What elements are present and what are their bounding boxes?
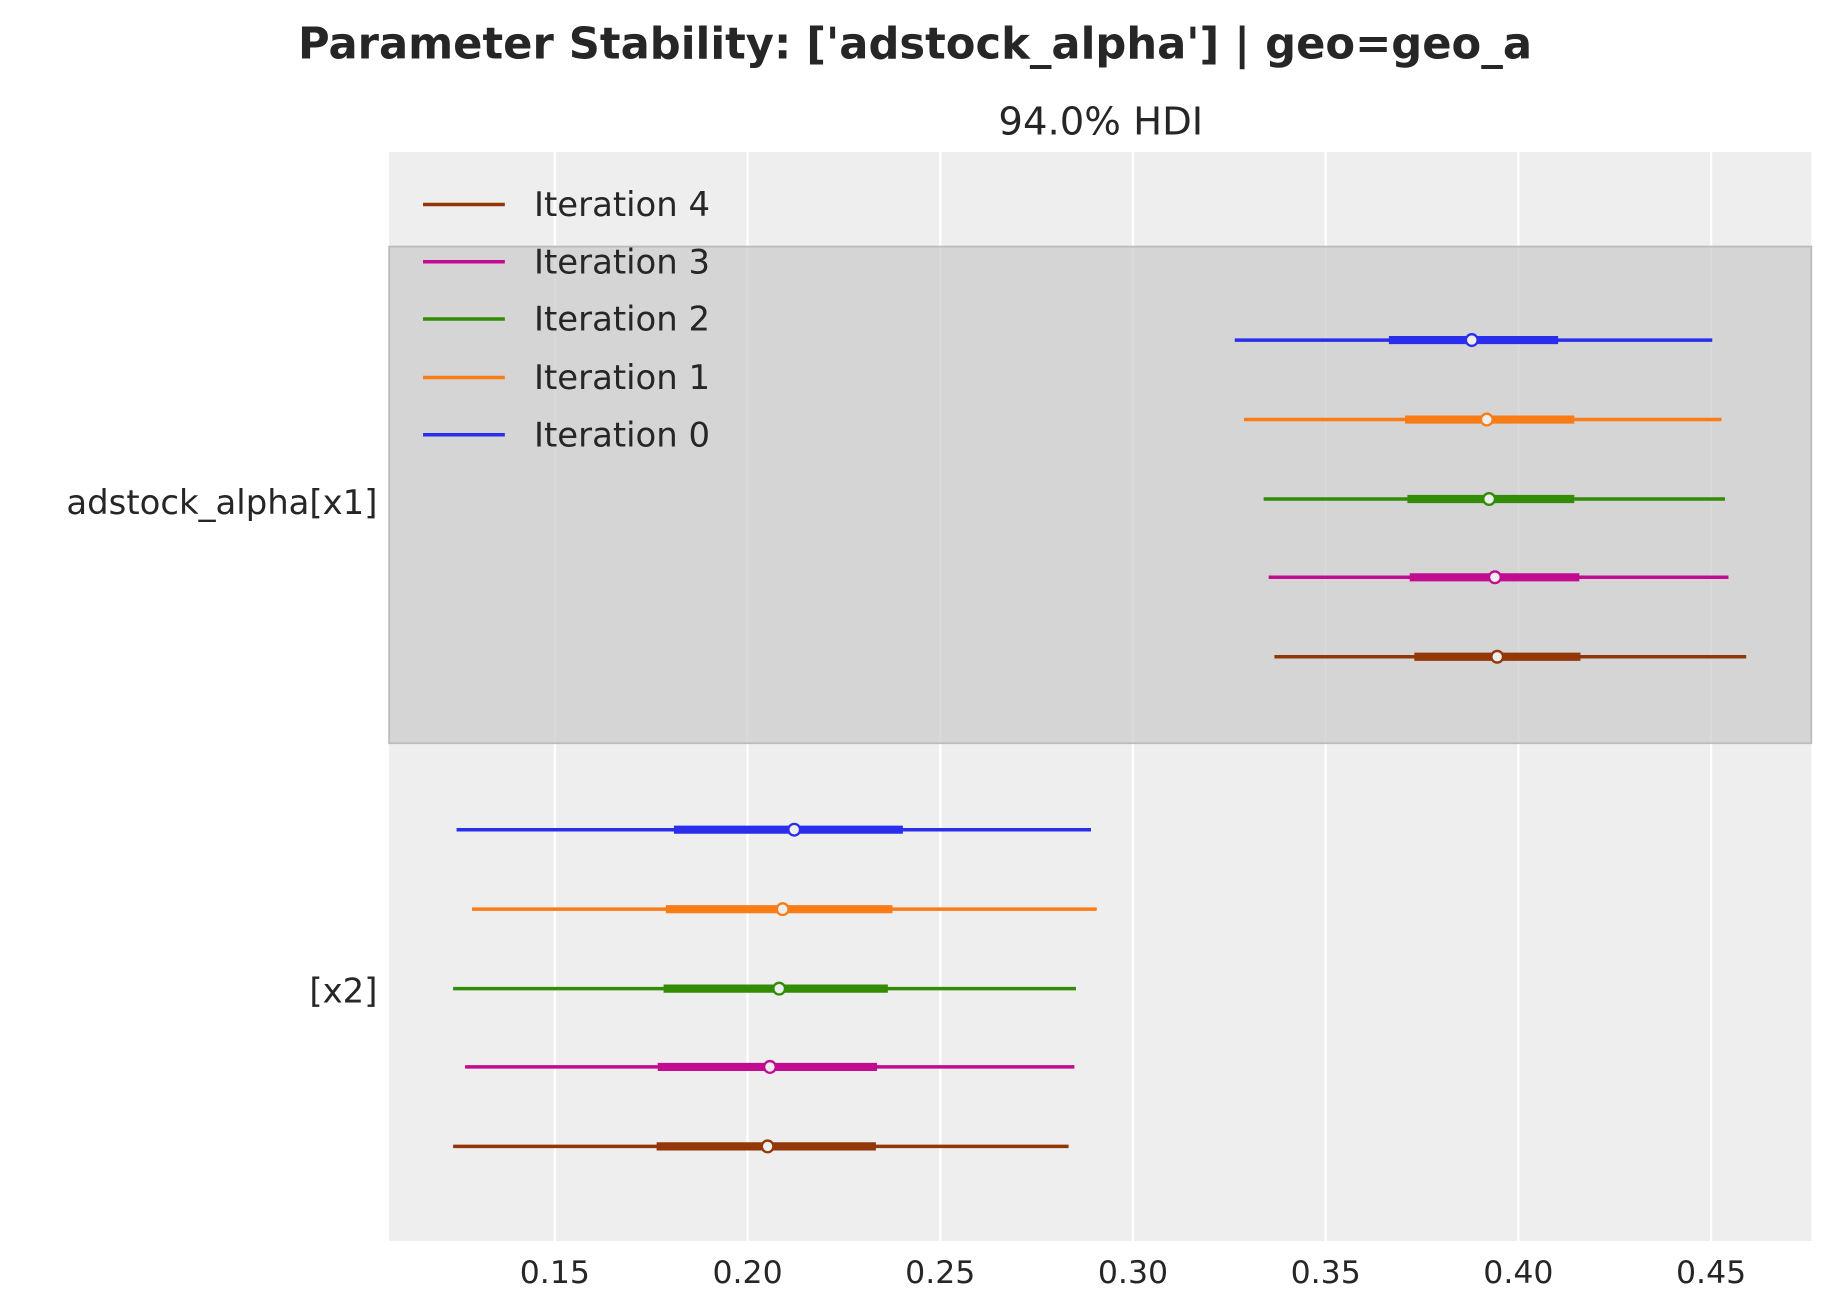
legend-item: Iteration 2 xyxy=(423,300,710,339)
median-point xyxy=(1490,649,1505,664)
median-point xyxy=(772,981,787,996)
x-tick-label: 0.20 xyxy=(712,1255,782,1291)
x-tick-label: 0.30 xyxy=(1098,1255,1168,1291)
legend-item: Iteration 1 xyxy=(423,358,710,397)
legend-label: Iteration 3 xyxy=(534,242,710,281)
median-point xyxy=(762,1059,777,1074)
median-point xyxy=(775,902,790,917)
median-point xyxy=(787,822,802,837)
x-tick-label: 0.40 xyxy=(1483,1255,1553,1291)
legend-label: Iteration 4 xyxy=(534,185,710,224)
x-tick-label: 0.25 xyxy=(905,1255,975,1291)
y-tick-label: adstock_alpha[x1] xyxy=(66,483,377,522)
legend-label: Iteration 0 xyxy=(534,415,710,454)
median-point xyxy=(1479,412,1494,427)
x-tick-label: 0.15 xyxy=(520,1255,590,1291)
x-tick-label: 0.35 xyxy=(1291,1255,1361,1291)
chart-subtitle: 94.0% HDI xyxy=(998,99,1203,144)
median-point xyxy=(1464,333,1479,348)
x-tick-label: 0.45 xyxy=(1676,1255,1746,1291)
legend-item: Iteration 0 xyxy=(423,415,710,454)
legend-label: Iteration 1 xyxy=(534,358,710,397)
legend-item: Iteration 4 xyxy=(423,185,710,224)
median-point xyxy=(1487,570,1502,585)
median-point xyxy=(760,1139,775,1154)
legend-label: Iteration 2 xyxy=(534,300,710,339)
legend-item: Iteration 3 xyxy=(423,242,710,281)
y-tick-label: [x2] xyxy=(309,972,377,1011)
chart-title: Parameter Stability: ['adstock_alpha'] |… xyxy=(298,19,1532,69)
median-point xyxy=(1482,491,1497,507)
